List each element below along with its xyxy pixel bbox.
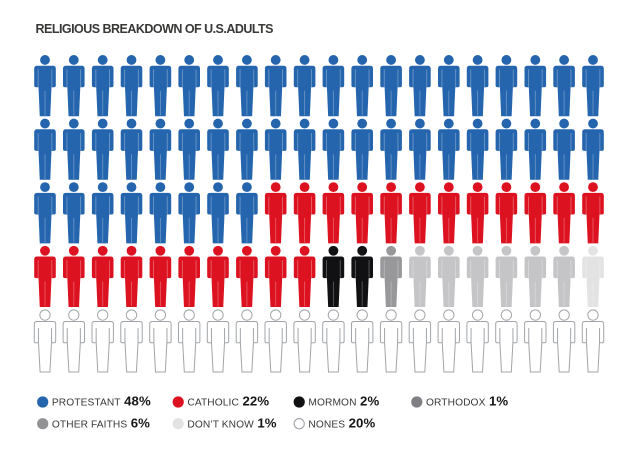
svg-text:RELIGIOUS BREAKDOWN OF U.S.ADU: RELIGIOUS BREAKDOWN OF U.S.ADULTS (36, 22, 274, 36)
